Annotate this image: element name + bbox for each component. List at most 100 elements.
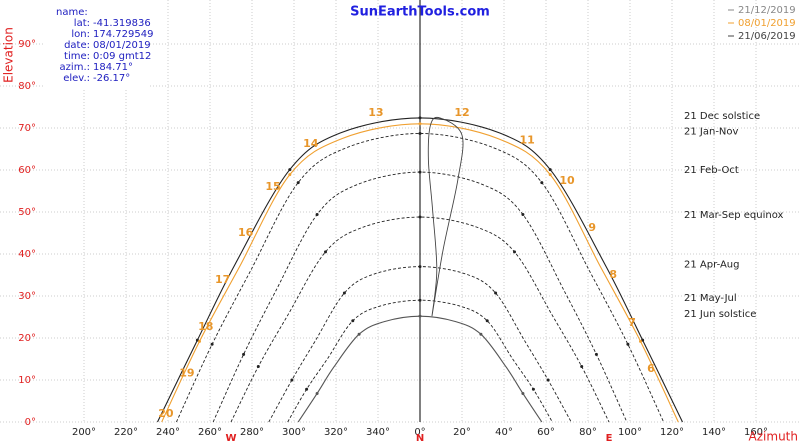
hour-dot: [418, 122, 422, 126]
hour-label: 10: [559, 174, 575, 187]
hour-dot: [531, 387, 535, 391]
hour-label: 14: [303, 137, 319, 150]
info-label: lat:: [74, 18, 90, 29]
y-tick-label: 0°: [25, 417, 36, 428]
hour-dot: [418, 116, 422, 120]
curve-label: 21 Jun solstice: [684, 309, 756, 320]
curve-label: 21 Feb-Oct: [684, 165, 739, 176]
legend-entry: 21/12/2019: [738, 5, 796, 16]
x-tick-label: 340°: [366, 427, 390, 438]
hour-dot: [357, 332, 361, 336]
labels: 0° 10° 20° 30° 40° 50° 60° 70° 80° 90° 200° 220° 240…: [18, 39, 783, 442]
sun-path: [175, 133, 665, 423]
y-tick-label: 10°: [18, 375, 36, 386]
y-tick-label: 60°: [18, 165, 36, 176]
info-label: time:: [64, 51, 90, 62]
hour-dot: [548, 173, 552, 177]
x-axis-label: Azimuth: [749, 430, 798, 442]
hour-dot: [513, 250, 516, 254]
hour-dot: [290, 378, 294, 382]
hour-dot: [485, 319, 489, 323]
legend-entry: 08/01/2019: [738, 18, 796, 29]
hour-label: 15: [265, 180, 280, 193]
legend-entry: 21/06/2019: [738, 31, 796, 42]
info-value: 184.71°: [93, 62, 133, 73]
hour-label: 16: [238, 226, 254, 239]
info-value: -41.319836: [93, 18, 151, 29]
x-tick-label: 300°: [282, 427, 306, 438]
y-tick-label: 50°: [18, 207, 36, 218]
hour-label: 20: [158, 407, 174, 420]
hour-dot: [342, 291, 346, 295]
hour-dot: [418, 314, 422, 318]
hour-dot: [548, 168, 552, 172]
hour-dot: [305, 387, 309, 391]
hour-label: 7: [628, 316, 636, 329]
y-tick-label: 90°: [18, 39, 36, 50]
y-tick-label: 80°: [18, 81, 36, 92]
hour-dot: [210, 342, 214, 346]
hour-dot: [580, 365, 584, 369]
sun-path: [230, 216, 610, 423]
info-label: elev.:: [63, 73, 90, 84]
curves: [157, 116, 683, 423]
hour-dot: [198, 339, 201, 343]
hour-dot: [626, 342, 630, 346]
hour-label: 12: [454, 106, 469, 119]
x-tick-label: 20°: [453, 427, 471, 438]
x-tick-label: 60°: [537, 427, 555, 438]
info-label: name:: [56, 7, 88, 18]
hour-dot: [418, 215, 422, 219]
y-tick-label: 30°: [18, 291, 36, 302]
hour-dot: [256, 365, 260, 369]
x-tick-label: 280°: [240, 427, 264, 438]
chart-title: SunEarthTools.com: [350, 5, 490, 20]
info-value: 08/01/2019: [93, 40, 151, 51]
hour-dot: [351, 319, 355, 323]
y-tick-label: 20°: [18, 333, 36, 344]
info-box: [44, 0, 150, 88]
curve-label: 21 May-Jul: [684, 293, 737, 304]
info-label: azim.:: [60, 62, 90, 73]
info-value: 174.729549: [93, 29, 153, 40]
hour-dot: [418, 265, 422, 269]
info-label: date:: [64, 40, 90, 51]
compass-label: N: [416, 433, 424, 442]
hour-dot: [546, 378, 550, 382]
x-tick-label: 100°: [618, 427, 642, 438]
curve-label: 21 Apr-Aug: [684, 260, 739, 271]
x-tick-label: 40°: [495, 427, 513, 438]
hour-label: 6: [647, 362, 655, 375]
hour-dot: [521, 391, 525, 395]
hour-label: 17: [215, 273, 230, 286]
x-tick-label: 320°: [324, 427, 348, 438]
hour-dot: [479, 332, 483, 336]
info-value: 0:09 gmt12: [93, 51, 151, 62]
hour-label: 18: [198, 320, 213, 333]
info-value: -26.17°: [93, 73, 130, 84]
hour-dot: [418, 131, 422, 135]
hour-dot: [639, 339, 642, 343]
y-axis-label: Elevation: [2, 27, 16, 83]
hour-label: 9: [588, 221, 596, 234]
x-tick-label: 200°: [72, 427, 96, 438]
hour-dot: [296, 181, 300, 185]
curve-label: 21 Mar-Sep equinox: [684, 210, 784, 221]
grid: [0, 0, 800, 423]
hour-dot: [418, 170, 422, 174]
x-tick-label: 240°: [156, 427, 180, 438]
hour-dot: [315, 391, 319, 395]
x-tick-label: 260°: [198, 427, 222, 438]
y-tick-label: 70°: [18, 123, 36, 134]
hour-dot: [594, 352, 598, 356]
x-tick-label: 80°: [579, 427, 597, 438]
hour-dot: [521, 213, 525, 217]
hour-dot: [494, 291, 498, 295]
hour-label: 11: [519, 134, 534, 147]
hour-dot: [242, 352, 246, 356]
x-tick-label: 120°: [660, 427, 684, 438]
y-tick-label: 40°: [18, 249, 36, 260]
hour-label: 19: [179, 366, 194, 379]
x-tick-label: 220°: [114, 427, 138, 438]
